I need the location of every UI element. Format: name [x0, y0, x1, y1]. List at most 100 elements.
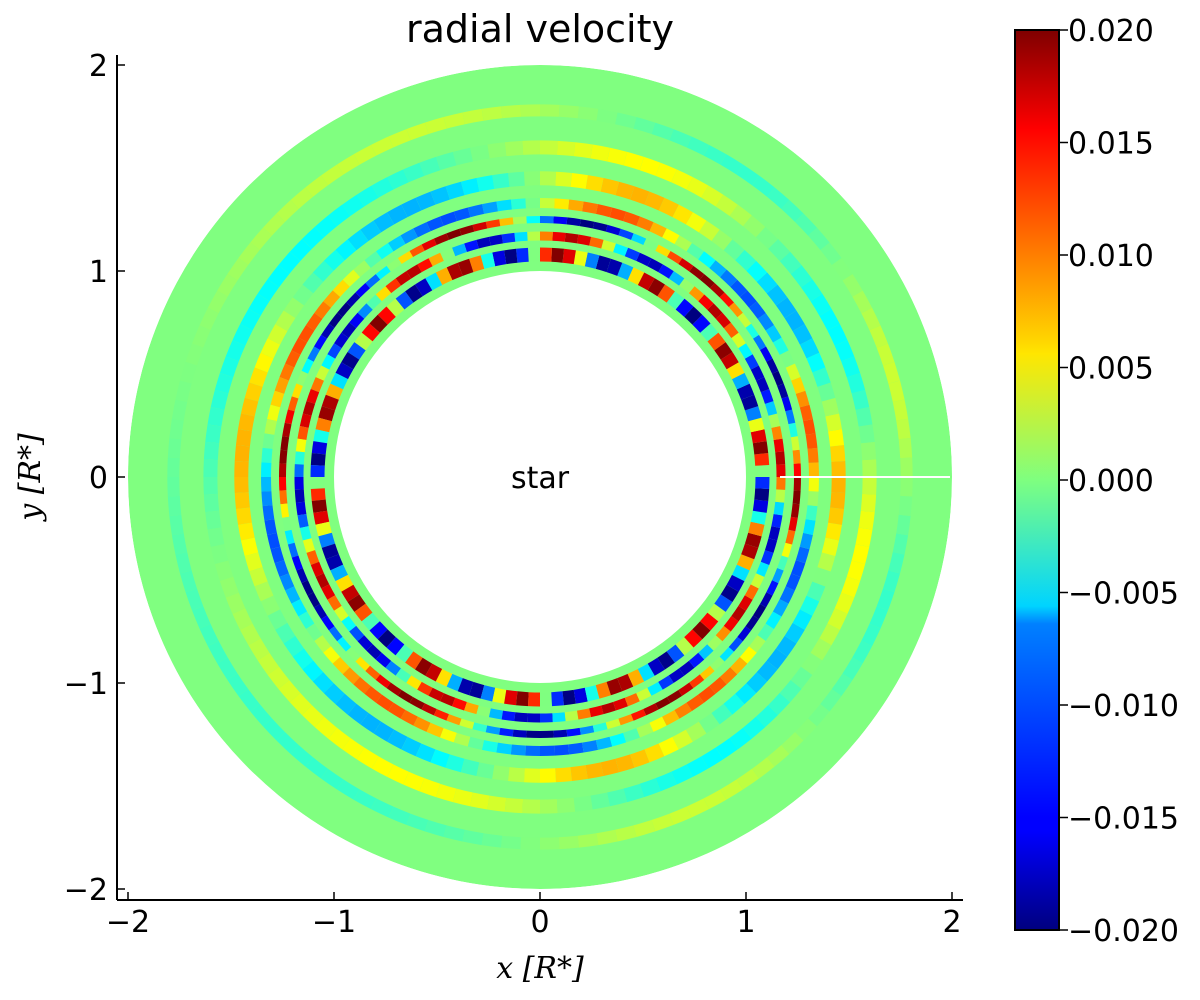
velocity-band-segment: [728, 302, 743, 318]
velocity-band-segment: [369, 314, 388, 333]
velocity-band-segment: [274, 560, 289, 577]
velocity-band-segment: [210, 389, 229, 410]
velocity-band-segment: [790, 503, 800, 518]
velocity-band-segment: [766, 358, 779, 374]
velocity-band-segment: [898, 438, 913, 459]
velocity-band-segment: [577, 833, 599, 848]
velocity-band-segment: [768, 413, 781, 428]
velocity-band-segment: [685, 721, 707, 742]
velocity-band-segment: [675, 298, 694, 317]
velocity-band-segment: [768, 238, 791, 262]
velocity-band-segment: [807, 491, 819, 507]
velocity-band-segment: [686, 756, 709, 777]
velocity-band-segment: [481, 833, 503, 848]
velocity-band-segment: [401, 736, 422, 757]
velocity-band-segment: [370, 798, 394, 818]
velocity-band-segment: [376, 243, 394, 260]
velocity-band-segment: [289, 238, 312, 262]
velocity-band-segment: [679, 278, 695, 294]
velocity-band-segment: [235, 507, 252, 525]
velocity-band-segment: [283, 297, 305, 319]
velocity-band-segment: [310, 488, 326, 501]
velocity-band-segment: [775, 635, 797, 657]
velocity-band-segment: [819, 308, 840, 331]
velocity-band-segment: [260, 338, 281, 359]
velocity-band-segment: [719, 646, 734, 662]
velocity-band-segment: [657, 284, 675, 303]
velocity-band-segment: [595, 255, 611, 273]
velocity-band-segment: [827, 324, 848, 346]
velocity-band-segment: [512, 216, 527, 225]
velocity-band-segment: [636, 252, 652, 267]
velocity-band-segment: [386, 258, 402, 272]
velocity-band-segment: [357, 635, 373, 651]
velocity-band-segment: [424, 117, 447, 134]
velocity-band-segment: [799, 404, 813, 422]
velocity-band-segment: [306, 550, 320, 565]
velocity-band-segment: [279, 573, 295, 591]
velocity-band-segment: [457, 678, 474, 696]
y-axis-ticks: −2 −1 0 1 2: [64, 49, 125, 908]
velocity-band-segment: [749, 635, 766, 653]
velocity-band-segment: [366, 294, 382, 310]
velocity-band-segment: [900, 476, 913, 497]
velocity-band-segment: [240, 537, 259, 557]
velocity-band-segment: [568, 199, 584, 212]
velocity-band-segment: [623, 783, 645, 803]
velocity-band-segment: [841, 576, 861, 598]
velocity-band-segment: [564, 710, 579, 722]
velocity-band-segment: [328, 312, 343, 328]
velocity-band-segment: [385, 278, 401, 294]
velocity-band-segment: [330, 564, 349, 582]
velocity-band-segment: [470, 792, 490, 810]
colorbar-ticks: 0.020 0.015 0.010 0.005 0.000 −0.005 −0.010 −0.…: [1059, 14, 1179, 949]
velocity-band-segment: [238, 522, 255, 541]
velocity-band-segment: [207, 407, 225, 427]
velocity-band-segment: [692, 621, 711, 640]
velocity-band-segment: [576, 708, 592, 720]
velocity-band-segment: [323, 646, 341, 664]
velocity-band-segment: [406, 122, 429, 141]
velocity-band-segment: [785, 363, 801, 381]
velocity-band-segment: [278, 679, 301, 703]
velocity-band-segment: [649, 716, 667, 732]
velocity-band-segment: [341, 352, 360, 370]
velocity-band-segment: [792, 324, 813, 345]
velocity-band-segment: [210, 544, 229, 565]
velocity-band-segment: [627, 267, 645, 286]
velocity-band-segment: [325, 383, 344, 400]
velocity-band-segment: [736, 554, 755, 571]
velocity-band-segment: [768, 526, 781, 541]
y-tick-label: −1: [64, 667, 108, 702]
velocity-band-segment: [425, 272, 443, 291]
velocity-band-segment: [169, 418, 184, 440]
x-tick-label: 0: [530, 905, 549, 940]
velocity-band-segment: [267, 666, 290, 689]
velocity-band-segment: [636, 216, 654, 232]
velocity-band-segment: [342, 269, 361, 287]
velocity-band-segment: [460, 177, 480, 196]
velocity-band-segment: [828, 429, 845, 447]
y-tick-label: 1: [89, 255, 108, 290]
velocity-band-segment: [501, 710, 516, 722]
velocity-band-segment: [240, 397, 259, 417]
velocity-band-segment: [312, 672, 334, 694]
velocity-band-segment: [686, 798, 710, 818]
y-tick-label: 2: [89, 49, 108, 84]
velocity-band-segment: [570, 172, 588, 189]
velocity-band-segment: [240, 623, 261, 646]
velocity-band-segment: [846, 560, 866, 582]
velocity-band-segment: [415, 191, 436, 211]
velocity-band-segment: [709, 260, 727, 278]
velocity-band-segment: [851, 389, 870, 410]
velocity-band-segment: [270, 546, 285, 564]
velocity-band-segment: [443, 825, 466, 842]
velocity-band-segment: [227, 257, 249, 281]
velocity-band-segment: [388, 129, 411, 148]
velocity-band-segment: [387, 204, 408, 225]
velocity-band-segment: [291, 555, 303, 571]
velocity-band-segment: [756, 561, 770, 577]
velocity-band-segment: [290, 187, 314, 209]
colorbar-tick-label: 0.015: [1068, 127, 1154, 162]
velocity-band-segment: [698, 294, 714, 310]
